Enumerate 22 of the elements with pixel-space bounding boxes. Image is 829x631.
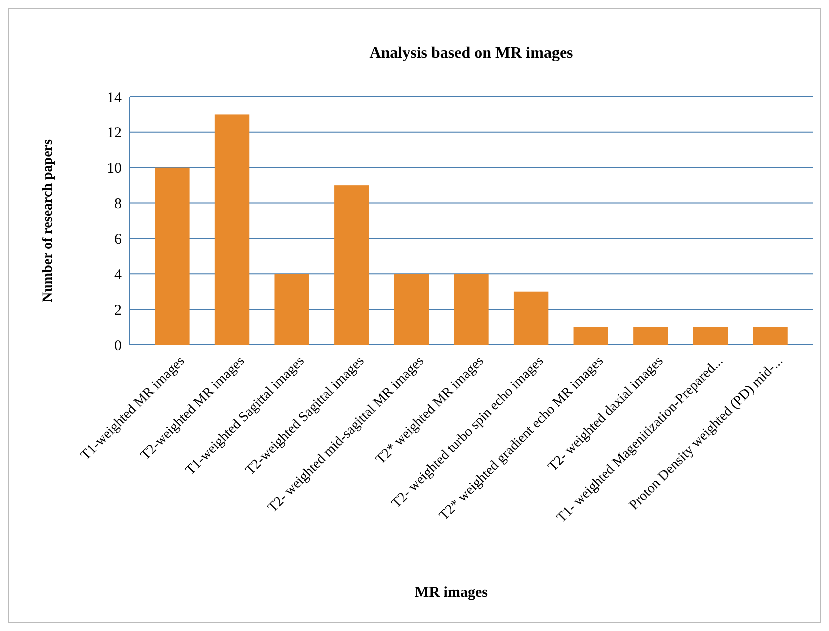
y-tick-label: 14 [107, 90, 122, 106]
y-tick-label: 4 [114, 267, 122, 284]
bar [634, 327, 668, 345]
y-tick-label: 12 [107, 126, 122, 142]
bar [514, 292, 549, 345]
y-tick-label: 2 [114, 302, 122, 319]
y-axis-title: Number of research papers [41, 138, 56, 302]
y-tick-label: 10 [107, 161, 122, 178]
chart-title: Analysis based on MR images [370, 45, 574, 62]
bar [214, 114, 250, 345]
bar [574, 327, 608, 345]
x-axis-title: MR images [415, 585, 488, 601]
bar [334, 186, 370, 345]
bar [394, 274, 430, 345]
bar [753, 327, 788, 345]
y-tick-label: 0 [114, 338, 122, 354]
bar [454, 274, 489, 345]
bar [274, 274, 310, 345]
bar [155, 168, 190, 345]
y-tick-label: 6 [114, 232, 122, 248]
y-tick-label: 8 [114, 196, 122, 213]
bar [693, 327, 728, 345]
